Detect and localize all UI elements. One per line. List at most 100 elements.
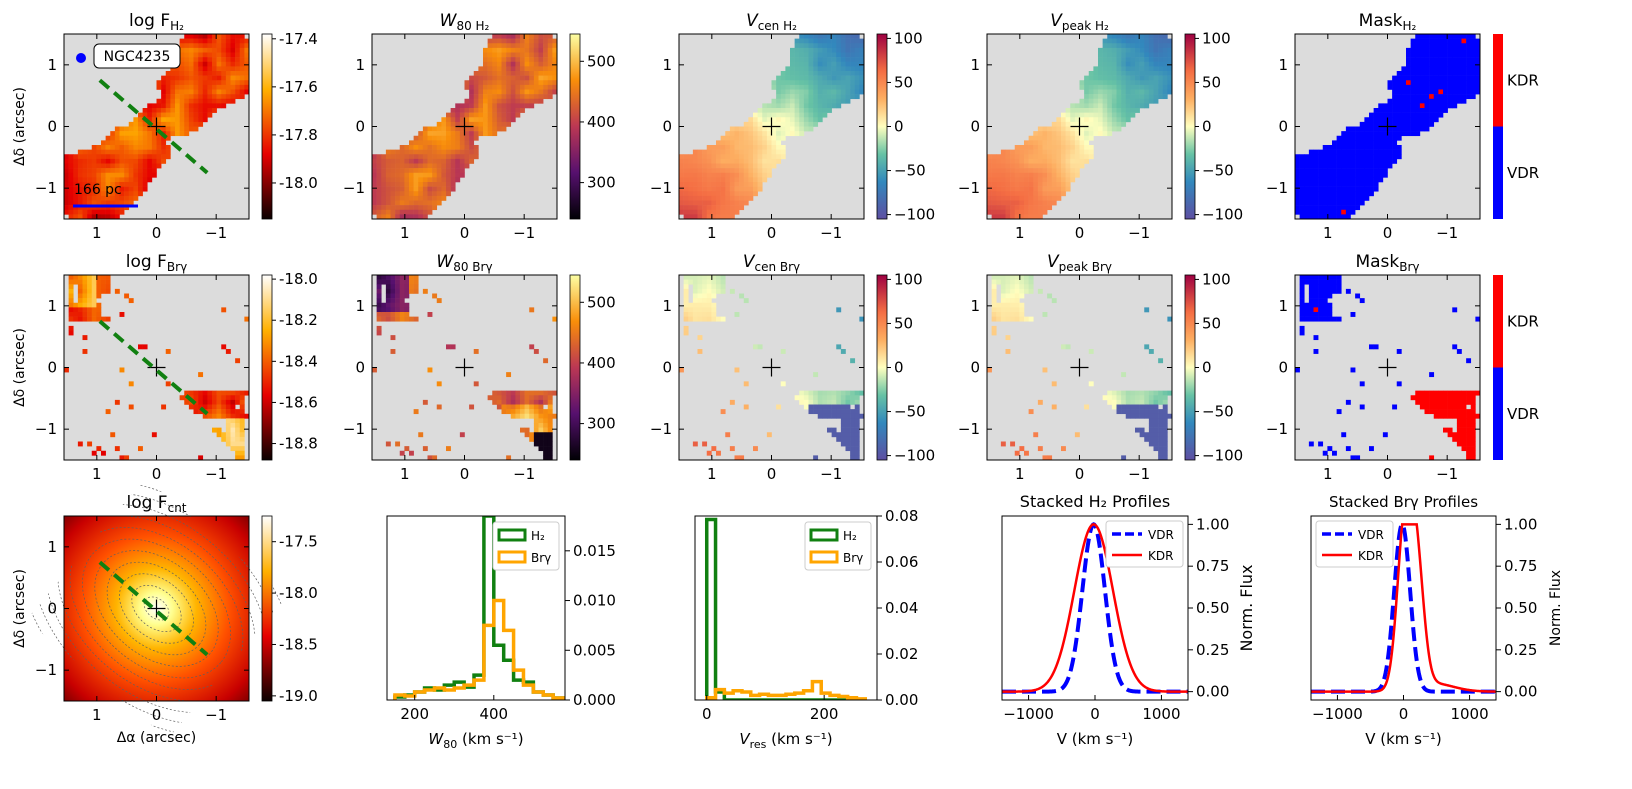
map-pixel	[1014, 279, 1020, 285]
map-pixel	[1000, 307, 1006, 313]
map-pixel	[1139, 432, 1145, 438]
map-pixel	[854, 395, 860, 401]
map-pixel	[1447, 395, 1453, 401]
map-pixel	[422, 168, 428, 174]
map-pixel	[1456, 390, 1462, 396]
map-pixel	[1322, 298, 1328, 304]
map-pixel	[385, 195, 391, 201]
map-pixel	[757, 135, 763, 141]
map-pixel	[1355, 205, 1361, 211]
map-pixel	[1084, 103, 1090, 109]
map-pixel	[1304, 312, 1310, 317]
map-pixel	[692, 191, 698, 197]
map-pixel	[1406, 98, 1411, 104]
map-pixel	[850, 390, 856, 396]
map-pixel	[1327, 214, 1333, 220]
map-pixel	[244, 89, 250, 95]
map-pixel	[87, 279, 93, 285]
map-pixel	[225, 75, 231, 81]
map-pixel	[1042, 455, 1048, 461]
map-pixel	[156, 145, 162, 150]
colorbar	[1184, 33, 1196, 220]
map-pixel	[501, 126, 507, 132]
map-pixel	[73, 154, 79, 160]
map-pixel	[1382, 168, 1388, 174]
map-pixel	[202, 399, 208, 405]
map-pixel	[1148, 47, 1154, 53]
map-pixel	[1438, 409, 1444, 415]
map-pixel	[831, 409, 837, 415]
map-pixel	[831, 390, 837, 396]
map-pixel	[1447, 404, 1453, 410]
map-pixel	[706, 284, 712, 290]
map-pixel	[1158, 94, 1164, 100]
map-pixel	[128, 140, 134, 146]
map-pixel	[1024, 275, 1029, 280]
map-pixel	[515, 43, 521, 49]
map-pixel	[538, 427, 544, 433]
map-pixel	[230, 446, 236, 452]
map-pixel	[688, 279, 694, 285]
map-pixel	[1327, 163, 1333, 169]
map-pixel	[436, 200, 442, 206]
map-pixel	[418, 158, 424, 164]
map-pixel	[790, 108, 795, 113]
map-pixel	[124, 172, 130, 178]
map-pixel	[399, 172, 405, 178]
map-pixel	[803, 94, 809, 100]
map-pixel	[831, 71, 837, 76]
map-pixel	[1024, 145, 1029, 150]
map-pixel	[720, 145, 726, 150]
map-pixel	[813, 57, 819, 63]
map-pixel	[1396, 135, 1402, 141]
map-pixel	[376, 163, 382, 169]
map-pixel	[207, 38, 213, 44]
map-pixel	[1088, 84, 1094, 90]
map-pixel	[799, 71, 805, 76]
map-pixel	[799, 43, 805, 49]
map-pixel	[1475, 71, 1481, 76]
map-pixel	[225, 413, 231, 419]
map-pixel	[385, 214, 391, 220]
map-pixel	[1336, 186, 1342, 192]
map-pixel	[831, 94, 837, 100]
map-pixel	[1042, 145, 1048, 150]
map-pixel	[1074, 131, 1080, 137]
map-pixel	[68, 275, 74, 280]
map-pixel	[716, 172, 721, 178]
map-pixel	[506, 108, 512, 113]
map-pixel	[506, 84, 512, 90]
map-pixel	[1332, 209, 1337, 215]
map-pixel	[1000, 182, 1006, 187]
map-pixel	[82, 279, 88, 285]
map-pixel	[1461, 38, 1467, 44]
map-pixel	[1387, 131, 1393, 137]
map-pixel	[1336, 316, 1342, 322]
map-pixel	[1415, 112, 1421, 118]
map-pixel	[1162, 75, 1168, 81]
map-pixel	[1355, 135, 1361, 141]
map-pixel	[91, 200, 97, 206]
map-pixel	[706, 177, 712, 183]
map-pixel	[1033, 154, 1039, 160]
map-pixel	[1359, 186, 1365, 192]
map-pixel	[1033, 163, 1039, 169]
map-pixel	[422, 182, 428, 187]
map-pixel	[225, 418, 231, 424]
chart-ytick-label: 0.06	[885, 553, 918, 571]
map-pixel	[547, 427, 553, 433]
map-pixel	[469, 140, 475, 146]
map-pixel	[1456, 52, 1462, 58]
map-pixel	[827, 52, 832, 58]
map-pixel	[827, 34, 832, 39]
map-pixel	[1387, 112, 1393, 118]
map-pixel	[395, 275, 401, 280]
map-pixel	[1470, 455, 1476, 461]
map-pixel	[739, 140, 745, 146]
map-pixel	[1336, 182, 1342, 187]
map-pixel	[725, 172, 731, 178]
map-pixel	[1093, 75, 1099, 81]
map-pixel	[73, 200, 79, 206]
map-pixel	[198, 47, 204, 53]
map-pixel	[987, 195, 992, 201]
